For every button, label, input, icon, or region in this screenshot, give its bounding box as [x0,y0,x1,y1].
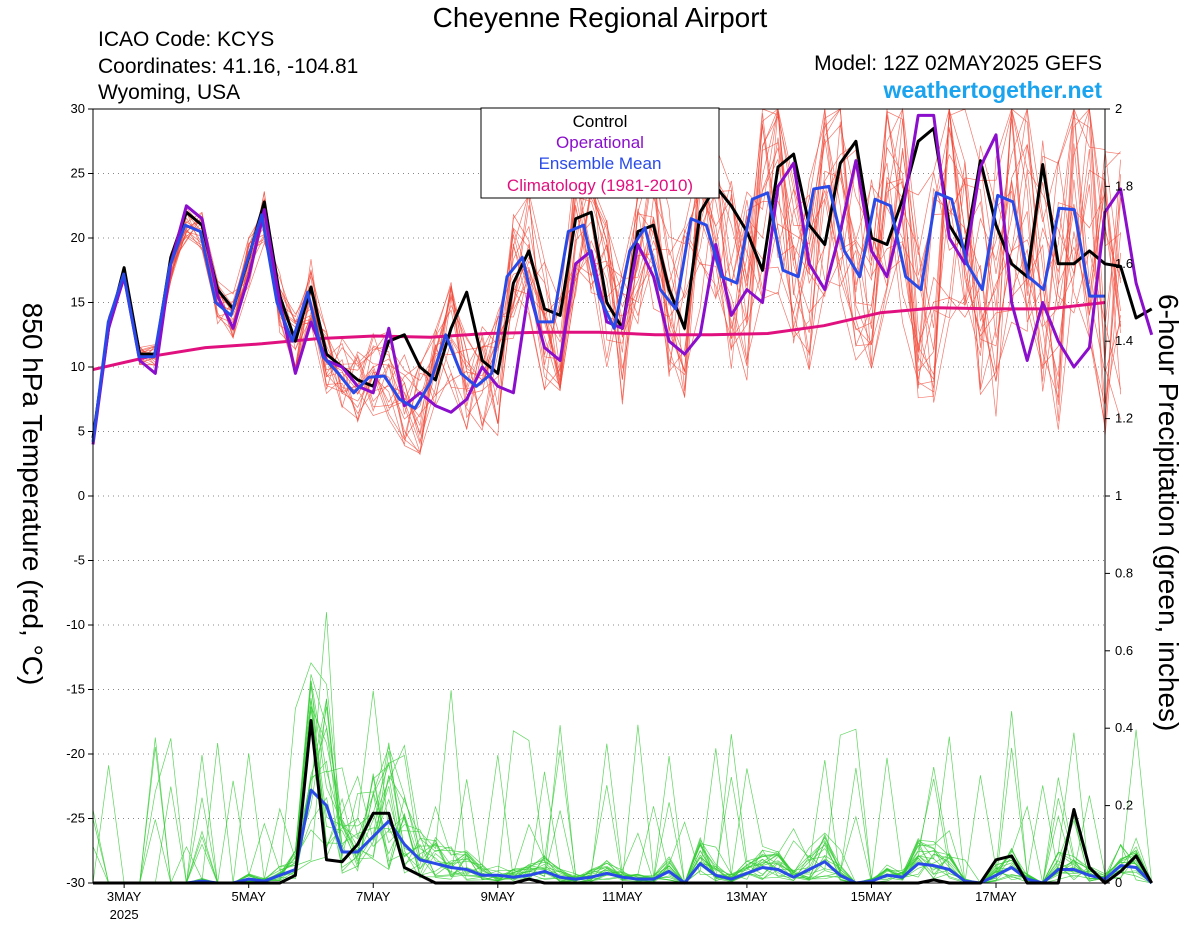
y2-tick-label: 0.8 [1115,565,1133,580]
member-precip-line [92,612,1153,884]
location: Wyoming, USA [98,81,241,104]
member-precip-line [93,698,1153,884]
x-tick-label: 17MAY [975,889,1017,904]
y2-tick-label: 1.6 [1115,256,1133,271]
y-tick-label: -25 [66,811,85,826]
member-precip-line [93,738,1152,884]
member-temp-line [92,108,1121,444]
axes: 302520151050-5-10-15-20-25-3021.81.61.41… [66,101,1133,922]
control-precip-line [93,719,1153,885]
operational-temp-line [91,113,1154,445]
y2-tick-label: 0.2 [1115,798,1133,813]
member-precip-line [93,680,1153,884]
legend-climatology: Climatology (1981-2010) [507,176,693,195]
y-tick-label: 20 [71,230,85,245]
y2-tick-label: 0.6 [1115,643,1133,658]
x-tick-label: 15MAY [851,889,893,904]
y-tick-label: -20 [66,746,85,761]
chart-title: Cheyenne Regional Airport [432,2,768,33]
x-tick-label: 9MAY [481,889,516,904]
y2-tick-label: 1.4 [1115,333,1133,348]
y2-tick-label: 1.8 [1115,178,1133,193]
legend: Control Operational Ensemble Mean Climat… [480,107,720,199]
x-tick-sublabel: 2025 [110,907,139,922]
member-precip-line [93,686,1153,884]
coordinates: Coordinates: 41.16, -104.81 [98,55,359,78]
member-precip-line [92,690,1152,884]
y-tick-label: 10 [71,359,85,374]
member-temp-line [92,108,1121,445]
member-precip-line [93,697,1152,884]
y2-tick-label: 0.4 [1115,720,1133,735]
legend-operational: Operational [556,133,644,152]
y2-tick-label: 1 [1115,488,1122,503]
member-precip-line [92,727,1152,884]
legend-box [480,107,720,199]
y-tick-label: -30 [66,875,85,890]
series-lines [91,113,1154,885]
legend-control: Control [573,112,628,131]
y2-tick-label: 1.2 [1115,411,1133,426]
y2-tick-label: 0 [1115,875,1122,890]
climatology-1981-2010-temp-line [92,301,1106,372]
y-tick-label: -10 [66,617,85,632]
x-tick-label: 13MAY [726,889,768,904]
model-run: Model: 12Z 02MAY2025 GEFS [814,52,1102,75]
ensemble-mean-temp-line [91,184,1105,442]
x-tick-label: 5MAY [231,889,266,904]
member-temp-line [92,137,1121,439]
y-tick-label: 15 [71,295,85,310]
icao-code: ICAO Code: KCYS [98,28,275,51]
x-tick-label: 7MAY [356,889,391,904]
legend-ensemble-mean: Ensemble Mean [539,154,662,173]
member-precip-line [93,707,1153,884]
x-tick-label: 11MAY [602,889,643,904]
y-tick-label: -15 [66,682,85,697]
member-precip-line [93,706,1152,884]
y2-tick-label: 2 [1115,101,1122,116]
y-tick-label: -5 [73,553,85,568]
member-precip-line [93,680,1152,884]
y-tick-label: 25 [71,166,85,181]
y-tick-label: 30 [71,101,85,116]
x-tick-label: 3MAY [107,889,142,904]
member-precip-line [93,699,1153,884]
y-tick-label: 0 [78,488,85,503]
member-precip-line [93,698,1153,884]
member-precip-line [93,707,1153,885]
site-link[interactable]: weathertogether.net [883,77,1102,103]
y-tick-label: 5 [78,424,85,439]
